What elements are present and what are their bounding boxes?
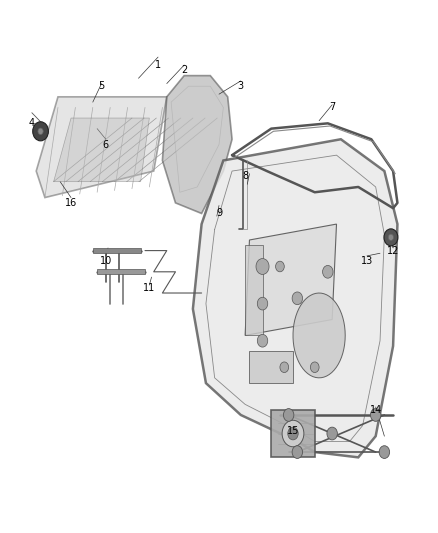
Polygon shape: [271, 410, 315, 457]
Circle shape: [292, 446, 303, 458]
Circle shape: [311, 362, 319, 373]
Text: 5: 5: [99, 81, 105, 91]
Polygon shape: [293, 293, 345, 378]
Text: 6: 6: [103, 140, 109, 150]
Circle shape: [389, 234, 393, 240]
Text: 4: 4: [29, 118, 35, 128]
Polygon shape: [171, 86, 223, 192]
Polygon shape: [250, 351, 293, 383]
Circle shape: [288, 427, 298, 440]
Circle shape: [257, 334, 268, 347]
Text: 7: 7: [329, 102, 335, 112]
Circle shape: [280, 362, 289, 373]
Text: 3: 3: [238, 81, 244, 91]
Text: 13: 13: [361, 256, 373, 266]
Text: 10: 10: [100, 256, 112, 266]
Circle shape: [371, 409, 381, 421]
Polygon shape: [53, 118, 149, 182]
Polygon shape: [245, 224, 336, 335]
Circle shape: [327, 427, 337, 440]
Polygon shape: [36, 97, 167, 198]
Polygon shape: [193, 139, 397, 457]
Circle shape: [33, 122, 48, 141]
Text: 16: 16: [65, 198, 77, 208]
Text: 2: 2: [181, 66, 187, 75]
Circle shape: [256, 259, 269, 274]
Text: 8: 8: [242, 172, 248, 181]
Polygon shape: [93, 248, 141, 253]
Polygon shape: [245, 245, 262, 335]
Circle shape: [322, 265, 333, 278]
Circle shape: [379, 446, 390, 458]
Polygon shape: [162, 76, 232, 214]
Circle shape: [292, 292, 303, 305]
Text: 12: 12: [387, 246, 399, 256]
Circle shape: [283, 409, 294, 421]
Circle shape: [282, 420, 304, 447]
Circle shape: [257, 297, 268, 310]
Text: 9: 9: [216, 208, 222, 219]
Text: 11: 11: [143, 282, 155, 293]
Text: 14: 14: [370, 405, 382, 415]
Circle shape: [384, 229, 398, 246]
Polygon shape: [97, 269, 145, 274]
Circle shape: [38, 128, 43, 134]
Circle shape: [276, 261, 284, 272]
Text: 1: 1: [155, 60, 161, 70]
Text: 15: 15: [287, 426, 299, 436]
